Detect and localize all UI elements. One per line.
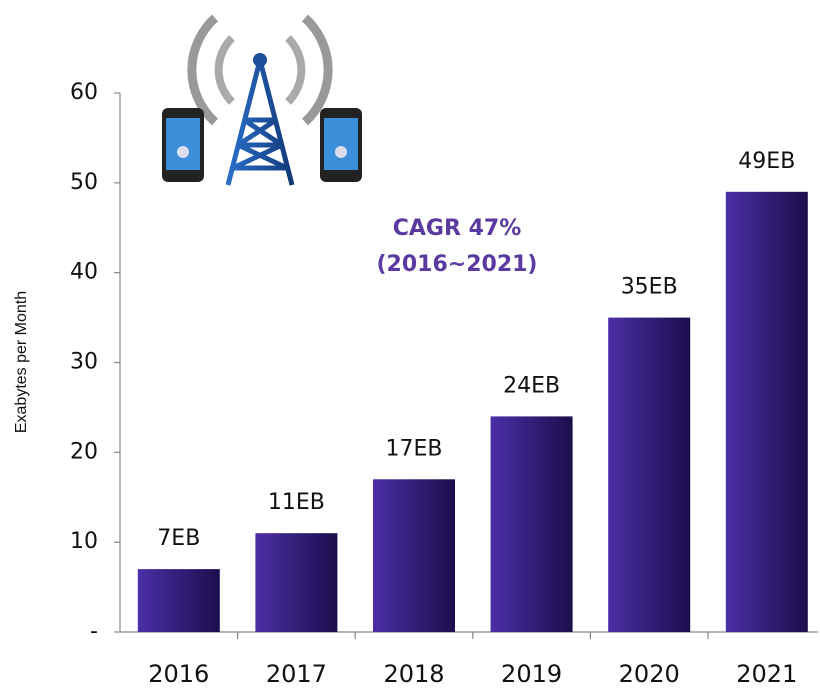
bar (490, 416, 573, 632)
y-tick-label: 40 (70, 260, 98, 285)
y-tick-label: 60 (70, 80, 98, 105)
value-label: 7EB (157, 526, 200, 551)
bar (373, 479, 455, 632)
value-label: 24EB (503, 373, 560, 398)
y-tick-label: 30 (70, 350, 98, 375)
bar (725, 191, 808, 633)
bar (255, 533, 338, 632)
y-tick-label: 10 (70, 529, 98, 554)
y-tick-label: - (90, 619, 98, 644)
y-axis-label: Exabytes per Month (13, 291, 30, 433)
tower-icon (187, 14, 333, 186)
y-tick-label: 50 (70, 170, 98, 195)
x-tick-label: 2017 (266, 660, 327, 688)
value-label: 11EB (268, 490, 325, 515)
annotation: CAGR 47% (393, 216, 522, 241)
annotation: (2016~2021) (376, 252, 537, 277)
x-tick-label: 2021 (736, 660, 797, 688)
phone-icons (162, 108, 362, 182)
y-tick-label: 20 (70, 439, 98, 464)
x-tick-label: 2018 (383, 660, 444, 688)
value-label: 35EB (621, 275, 678, 300)
x-tick-label: 2020 (619, 660, 680, 688)
value-label: 17EB (386, 436, 443, 461)
value-label: 49EB (738, 149, 795, 174)
bar (608, 317, 691, 632)
x-tick-label: 2019 (501, 660, 562, 688)
x-tick-label: 2016 (148, 660, 209, 688)
bar (137, 569, 220, 632)
